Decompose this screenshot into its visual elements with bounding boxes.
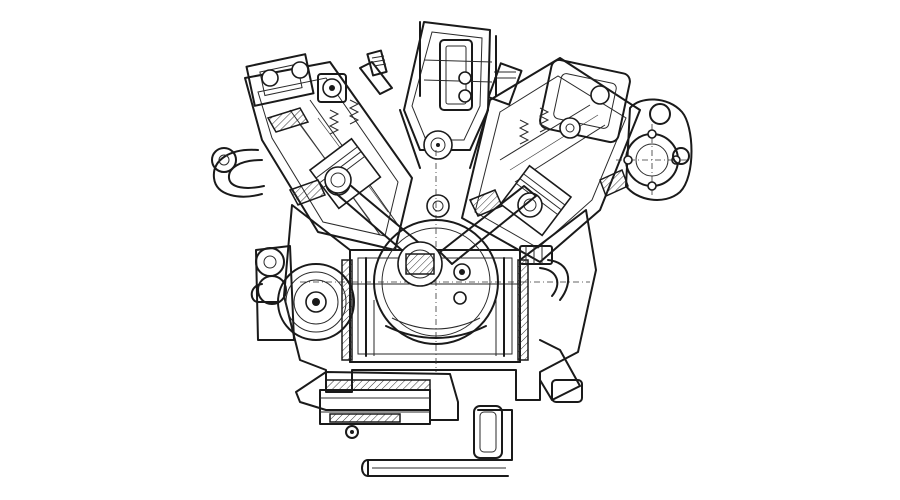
crankshaft-assembly: [373, 219, 499, 345]
right-cylinder-bank: [461, 57, 693, 263]
crankcase: [283, 150, 597, 401]
exhaust-flange: [625, 98, 693, 201]
center-tower: [399, 21, 497, 169]
right-pipework: [519, 245, 583, 403]
oil-pump-sump: [295, 371, 513, 477]
crank-web: [373, 219, 499, 345]
right-wrist-pin: [517, 192, 543, 218]
accessory-pulley: [250, 245, 355, 341]
inlet-flange: [211, 147, 237, 173]
